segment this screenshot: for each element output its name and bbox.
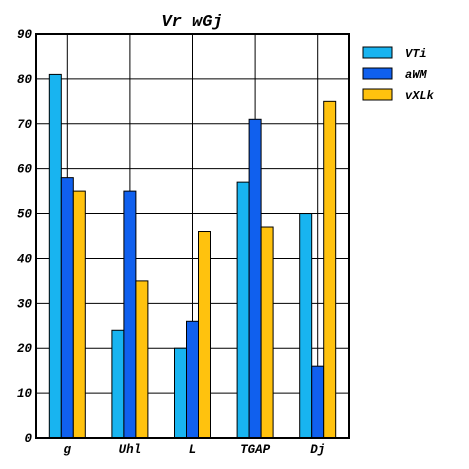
x-tick-label: g: [64, 443, 72, 457]
bar-vXLk-L: [198, 231, 211, 439]
y-tick-label: 10: [17, 387, 33, 401]
y-tick-label: 60: [17, 163, 33, 177]
bar-aWM-g: [60, 177, 74, 439]
chart-title: Vr wGj: [161, 13, 222, 32]
bar-aWM-TGAP: [248, 118, 262, 439]
y-tick-label: 30: [17, 297, 33, 311]
bar-vXLk-TGAP: [260, 226, 274, 439]
bar-aWM-Dj: [311, 365, 325, 439]
y-tick-label: 20: [17, 342, 33, 356]
bar-VTi-g: [48, 73, 62, 439]
y-tick-label: 70: [17, 118, 33, 132]
bar-vXLk-Dj: [323, 100, 337, 439]
legend-label-VTi: VTi: [405, 47, 427, 61]
x-tick-label: L: [189, 443, 197, 457]
legend-swatch-vXLk: [362, 88, 393, 101]
y-tick-label: 80: [17, 73, 33, 87]
x-tick-label: TGAP: [240, 443, 271, 457]
legend-swatch-VTi: [362, 46, 393, 59]
x-tick-label: Uhl: [119, 443, 142, 457]
y-tick-label: 0: [24, 432, 32, 446]
bars: [48, 73, 337, 439]
legend-swatch-aWM: [362, 67, 393, 80]
y-tick-label: 90: [17, 28, 33, 42]
legend-label-vXLk: vXLk: [405, 89, 435, 103]
plot-frame: [35, 33, 350, 439]
legend-label-aWM: aWM: [405, 68, 427, 82]
bar-VTi-L: [174, 347, 187, 439]
bar-VTi-TGAP: [236, 181, 250, 439]
y-tick-label: 40: [17, 252, 33, 266]
bar-aWM-Uhl: [123, 190, 137, 439]
bar-VTi-Uhl: [111, 329, 125, 439]
x-axis-ticks: g Uhl L TGAP Dj: [64, 443, 326, 457]
bar-vXLk-Uhl: [135, 280, 149, 439]
bar-aWM-L: [186, 320, 199, 439]
legend: VTi aWM vXLk: [362, 46, 435, 103]
bar-vXLk-g: [72, 190, 86, 439]
x-tick-label: Dj: [310, 443, 325, 457]
bar-VTi-Dj: [299, 213, 313, 439]
y-tick-label: 50: [17, 208, 33, 222]
y-axis-ticks: 0 10 20 30 40 50 60 70 80 90: [17, 28, 33, 446]
